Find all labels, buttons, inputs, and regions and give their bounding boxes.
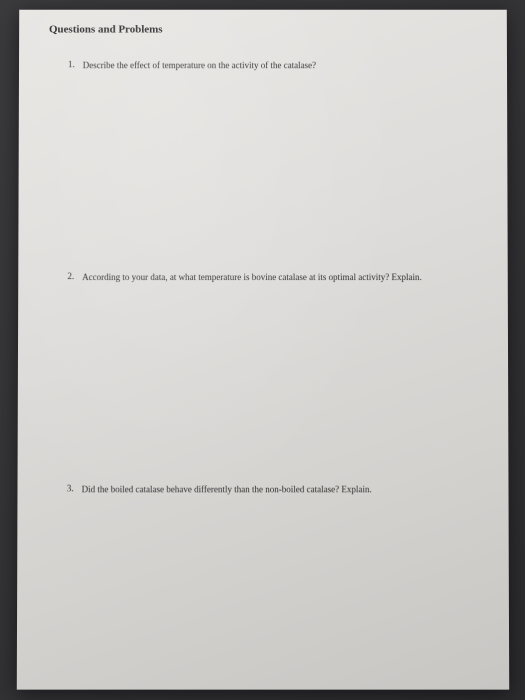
- section-title: Questions and Problems: [48, 24, 468, 36]
- question-item: 3. Did the boiled catalase behave differ…: [55, 483, 470, 496]
- question-item: 1. Describe the effect of temperature on…: [56, 59, 468, 71]
- question-number: 3.: [55, 483, 73, 493]
- question-number: 1.: [56, 59, 74, 69]
- question-text: According to your data, at what temperat…: [82, 271, 470, 284]
- question-item: 2. According to your data, at what tempe…: [56, 271, 470, 284]
- question-number: 2.: [56, 271, 74, 281]
- question-text: Did the boiled catalase behave different…: [81, 483, 470, 496]
- question-text: Describe the effect of temperature on th…: [82, 59, 468, 71]
- paper-sheet: Questions and Problems 1. Describe the e…: [16, 10, 508, 690]
